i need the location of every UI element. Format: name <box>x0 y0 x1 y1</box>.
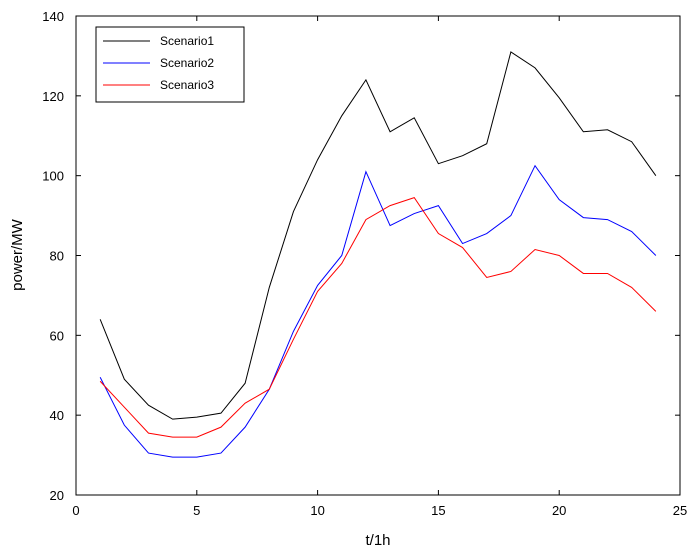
y-tick-label: 60 <box>50 328 64 343</box>
x-tick-label: 15 <box>431 503 445 518</box>
x-tick-label: 25 <box>673 503 687 518</box>
series-line-scenario3 <box>99 197 657 438</box>
legend-label: Scenario1 <box>160 34 214 48</box>
y-axis-label: power/MW <box>9 218 26 291</box>
series-line-scenario1 <box>99 51 657 420</box>
y-tick-label: 140 <box>42 9 64 24</box>
legend-label: Scenario2 <box>160 56 214 70</box>
series-line-scenario2 <box>99 164 657 458</box>
x-tick-label: 5 <box>193 503 200 518</box>
x-tick-label: 0 <box>72 503 79 518</box>
legend-box <box>95 26 245 103</box>
y-tick-label: 120 <box>42 89 64 104</box>
x-tick-label: 10 <box>310 503 324 518</box>
y-tick-label: 40 <box>50 408 64 423</box>
x-tick-label: 20 <box>552 503 566 518</box>
legend: Scenario1 Scenario2 Scenario3 <box>95 26 245 103</box>
axis-ticks: 0 5 10 15 20 25 20 40 60 80 100 120 140 <box>42 9 687 518</box>
x-axis-label: t/1h <box>365 532 390 549</box>
y-tick-label: 20 <box>50 488 64 503</box>
y-tick-label: 100 <box>42 169 64 184</box>
series-lines <box>99 51 657 458</box>
y-tick-label: 80 <box>50 249 64 264</box>
legend-label: Scenario3 <box>160 78 214 92</box>
